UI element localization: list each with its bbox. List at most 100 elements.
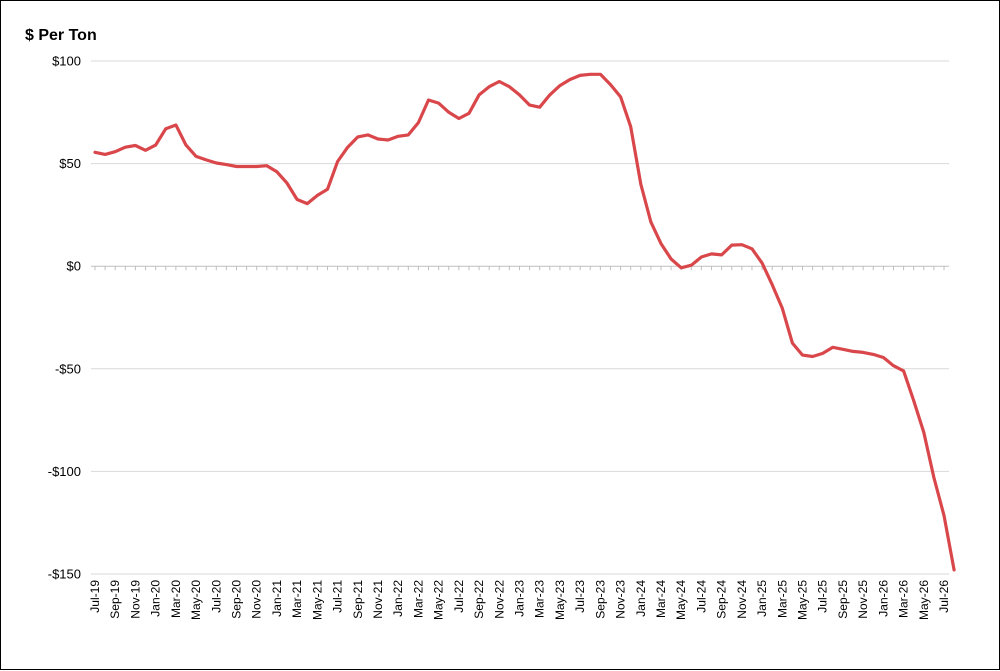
data-point [760,261,764,265]
x-axis [91,265,949,271]
data-point [407,133,410,137]
x-tick-label: Mar-20 [169,580,183,618]
data-point [639,182,642,186]
data-point [235,165,238,168]
data-point [498,80,501,83]
y-tick-label: $50 [59,156,81,171]
data-point [831,346,834,349]
data-point [912,399,915,402]
data-point [386,138,390,142]
data-point [720,253,723,257]
data-point [629,125,632,128]
data-point [659,242,663,245]
x-tick-label: Jul-24 [694,580,708,613]
x-tick-label: Jan-24 [634,580,648,617]
x-tick-label: Jul-23 [573,580,587,613]
x-tick-label: Jan-20 [149,580,163,617]
data-point [174,123,178,127]
data-point [437,101,440,105]
data-point [609,83,612,86]
x-tick-label: Mar-24 [654,580,668,618]
x-tick-label: Sep-21 [351,580,365,619]
x-tick-label: Jan-21 [270,580,284,617]
data-point [700,255,703,259]
data-point [316,194,319,197]
x-tick-label: May-25 [796,580,810,620]
data-point [225,163,228,166]
data-point [781,307,784,310]
data-point [851,350,855,353]
y-tick-label: $100 [52,54,81,69]
data-point [346,146,349,149]
x-tick-label: Nov-23 [614,580,628,619]
data-point [710,252,713,256]
x-tick-label: Sep-20 [230,580,244,619]
data-point [952,568,956,572]
data-point [194,155,198,158]
data-point [619,95,622,99]
x-tick-label: Nov-24 [735,580,749,619]
x-tick-label: Jul-19 [88,580,102,613]
series-line [93,72,956,572]
data-point [680,266,683,269]
x-tick-label: Sep-22 [472,580,486,619]
data-point [841,348,845,351]
x-tick-label: Nov-25 [856,580,870,619]
data-point [154,143,157,147]
data-point [902,369,905,373]
x-tick-label: Sep-25 [836,580,850,619]
data-point [578,74,582,77]
x-tick-label: May-26 [917,580,931,620]
x-tick-label: Sep-24 [715,580,729,619]
data-point [467,112,471,115]
data-point [508,85,511,88]
data-point [599,73,602,76]
data-point [740,243,744,246]
x-tick-label: Sep-23 [593,580,607,619]
data-point [306,202,309,205]
data-point [245,165,248,168]
data-point [265,164,268,167]
x-tick-label: Jul-26 [937,580,951,613]
data-point [538,106,541,109]
data-point [548,93,551,97]
data-point [184,143,188,147]
x-tick-label: Mar-21 [290,580,304,618]
x-tick-label: Mar-22 [411,580,425,618]
data-point [164,127,167,130]
x-tick-label: Mar-25 [775,580,789,618]
x-tick-label: Nov-19 [128,580,142,619]
data-point [518,93,521,97]
grid-lines [91,60,949,575]
data-point [205,158,208,162]
y-tick-label: -$100 [48,464,81,479]
x-tick-label: May-21 [310,580,324,620]
x-tick-label: May-23 [553,580,567,620]
data-point [669,257,673,261]
data-point [275,170,279,173]
x-tick-label: Mar-26 [897,580,911,618]
data-point [872,353,875,356]
data-point [144,149,147,152]
data-point [134,144,137,147]
data-point [103,153,107,156]
x-tick-label: Nov-22 [492,580,506,619]
data-point [791,341,794,345]
data-point [417,121,420,124]
data-point [690,264,693,267]
data-point [447,111,450,114]
data-point [356,135,359,139]
data-point [892,364,895,367]
data-point [861,351,865,354]
x-tick-label: Jan-26 [876,580,890,617]
chart-title: $ Per Ton [25,27,97,44]
data-point [801,353,804,357]
x-tick-label: Jan-23 [513,580,527,617]
data-point [255,165,258,168]
x-tick-label: Nov-20 [250,580,264,619]
data-point [589,73,592,76]
y-tick-label: -$150 [48,567,81,582]
data-point [457,117,461,120]
